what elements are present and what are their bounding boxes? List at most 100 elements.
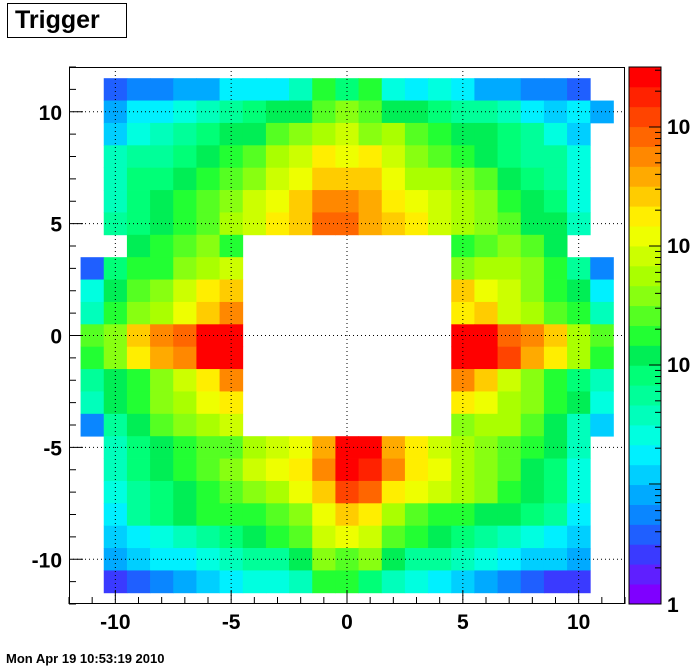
heatmap-cell — [196, 78, 220, 101]
heatmap-cell — [404, 503, 429, 527]
heatmap-cell — [103, 413, 128, 437]
heatmap-cell — [103, 369, 128, 392]
heatmap-cell — [289, 570, 313, 594]
heatmap-cell — [126, 503, 151, 527]
heatmap-cell — [312, 190, 336, 213]
heatmap-cell — [103, 391, 128, 415]
palette-swatch — [629, 166, 661, 187]
heatmap-cell — [567, 570, 591, 594]
x-tick-label: 5 — [457, 611, 469, 634]
heatmap-cell — [590, 100, 614, 124]
heatmap-cell — [497, 570, 522, 594]
heatmap-cell — [451, 234, 475, 258]
heatmap-cell — [173, 301, 197, 325]
heatmap-cell — [150, 279, 174, 303]
heatmap-cell — [543, 525, 568, 549]
heatmap-cell — [289, 548, 313, 571]
palette-swatch — [629, 265, 661, 287]
palette-swatch — [629, 425, 661, 446]
heatmap-cell — [103, 190, 128, 213]
heatmap-cell — [219, 480, 244, 504]
heatmap-cell — [289, 190, 313, 213]
heatmap-cell — [497, 525, 522, 549]
heatmap-cell — [520, 167, 545, 191]
heatmap-cell — [520, 458, 545, 482]
heatmap-cell — [289, 503, 313, 527]
heatmap-cell — [289, 525, 313, 549]
palette-swatch — [629, 405, 661, 426]
heatmap-cell — [451, 458, 475, 482]
heatmap-cell — [474, 346, 498, 370]
heatmap-cell — [567, 122, 591, 146]
heatmap-cell — [196, 503, 220, 527]
heatmap-cell — [474, 212, 498, 236]
heatmap-cell — [451, 369, 475, 392]
palette-swatch — [629, 484, 661, 505]
heatmap-cell — [335, 145, 359, 169]
heatmap-cell — [150, 234, 174, 258]
heatmap-cell — [173, 525, 197, 549]
heatmap-cell — [428, 145, 452, 169]
heatmap-cell — [451, 570, 475, 594]
heatmap-cell — [242, 122, 267, 146]
heatmap-cell — [126, 525, 151, 549]
heatmap-cell — [312, 122, 336, 146]
heatmap-cell — [150, 369, 174, 392]
palette-frame — [628, 66, 662, 605]
heatmap-cell — [219, 391, 244, 415]
heatmap-cell — [126, 548, 151, 571]
heatmap-cell — [381, 122, 406, 146]
heatmap-cell — [126, 570, 151, 594]
heatmap-cell — [543, 570, 568, 594]
heatmap-cell — [497, 78, 522, 101]
heatmap-cell — [265, 458, 290, 482]
x-tick-label: 10 — [567, 611, 590, 634]
heatmap-cell — [428, 122, 452, 146]
heatmap-cell — [497, 346, 522, 370]
heatmap-cell — [103, 458, 128, 482]
heatmap-cell — [196, 413, 220, 437]
heatmap-cell — [404, 212, 429, 236]
palette-swatch — [629, 146, 661, 167]
heatmap-cell — [173, 145, 197, 169]
heatmap-cell — [242, 212, 267, 236]
heatmap-cell — [497, 190, 522, 213]
heatmap-cell — [312, 78, 336, 101]
heatmap-cell — [451, 413, 475, 437]
heatmap-cell — [335, 78, 359, 101]
heatmap-cell — [150, 301, 174, 325]
heatmap-cell — [358, 458, 383, 482]
heatmap-cell — [196, 346, 220, 370]
heatmap-cell — [404, 458, 429, 482]
heatmap-cell — [265, 503, 290, 527]
heatmap-cell — [381, 480, 406, 504]
heatmap-cell — [150, 503, 174, 527]
heatmap-cell — [265, 525, 290, 549]
heatmap-cell — [520, 234, 545, 258]
heatmap-cell — [474, 122, 498, 146]
heatmap-cell — [567, 346, 591, 370]
heatmap-cell — [289, 480, 313, 504]
heatmap-cell — [242, 190, 267, 213]
heatmap-cell — [126, 212, 151, 236]
heatmap-cell — [520, 503, 545, 527]
heatmap-cell — [196, 570, 220, 594]
heatmap-cell — [520, 391, 545, 415]
heatmap-cell — [543, 548, 568, 571]
heatmap-cell — [567, 279, 591, 303]
heatmap-cell — [219, 234, 244, 258]
heatmap-cell — [474, 480, 498, 504]
heatmap-cell — [497, 257, 522, 280]
heatmap-cell — [289, 436, 313, 459]
heatmap-cell — [289, 458, 313, 482]
heatmap-cell — [150, 122, 174, 146]
axes: -10 -5 0 5 10 10 5 0 -5 -10 — [32, 66, 626, 634]
heatmap-cell — [451, 257, 475, 280]
heatmap-cell — [451, 78, 475, 101]
heatmap-cell — [381, 145, 406, 169]
heatmap-cell — [289, 167, 313, 191]
heatmap-cell — [196, 145, 220, 169]
heatmap-cell — [219, 279, 244, 303]
heatmap-cell — [196, 324, 220, 348]
